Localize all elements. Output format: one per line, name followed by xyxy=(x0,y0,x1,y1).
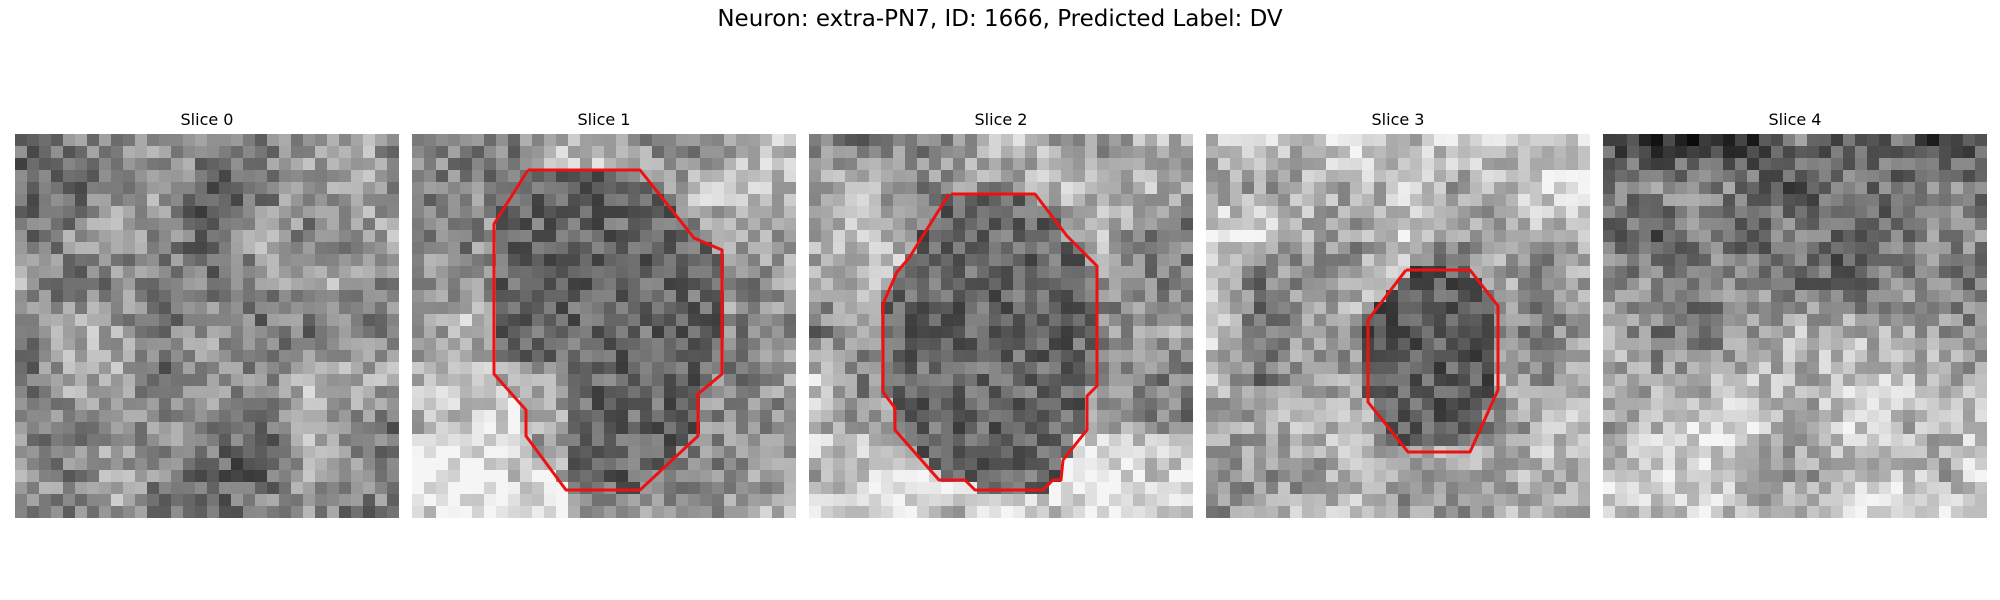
slice-title: Slice 2 xyxy=(809,108,1193,132)
slice-image-svg xyxy=(809,134,1193,518)
slice-image xyxy=(1206,134,1590,518)
pixel-grid xyxy=(1603,134,1987,518)
slice-image xyxy=(809,134,1193,518)
slice-panel-0: Slice 0 xyxy=(15,108,399,518)
figure-title: Neuron: extra-PN7, ID: 1666, Predicted L… xyxy=(0,6,2000,32)
slice-title: Slice 3 xyxy=(1206,108,1590,132)
slice-title: Slice 4 xyxy=(1603,108,1987,132)
slice-title: Slice 1 xyxy=(412,108,796,132)
slice-panel-3: Slice 3 xyxy=(1206,108,1590,518)
pixel-grid xyxy=(809,134,1193,518)
slice-panel-2: Slice 2 xyxy=(809,108,1193,518)
pixel-grid xyxy=(412,134,796,518)
slice-panel-4: Slice 4 xyxy=(1603,108,1987,518)
slice-panel-1: Slice 1 xyxy=(412,108,796,518)
slice-image-svg xyxy=(1206,134,1590,518)
slice-image xyxy=(412,134,796,518)
slice-title: Slice 0 xyxy=(15,108,399,132)
pixel-grid xyxy=(15,134,399,518)
slice-image-svg xyxy=(15,134,399,518)
slice-image xyxy=(1603,134,1987,518)
slice-image-svg xyxy=(1603,134,1987,518)
pixel-grid xyxy=(1206,134,1590,518)
slice-image xyxy=(15,134,399,518)
slice-image-svg xyxy=(412,134,796,518)
